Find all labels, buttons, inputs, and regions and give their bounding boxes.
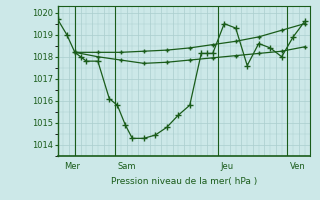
Text: Mer: Mer [65, 162, 81, 171]
Text: Ven: Ven [290, 162, 306, 171]
Text: Pression niveau de la mer( hPa ): Pression niveau de la mer( hPa ) [111, 177, 257, 186]
Text: Sam: Sam [117, 162, 136, 171]
Text: Jeu: Jeu [221, 162, 234, 171]
